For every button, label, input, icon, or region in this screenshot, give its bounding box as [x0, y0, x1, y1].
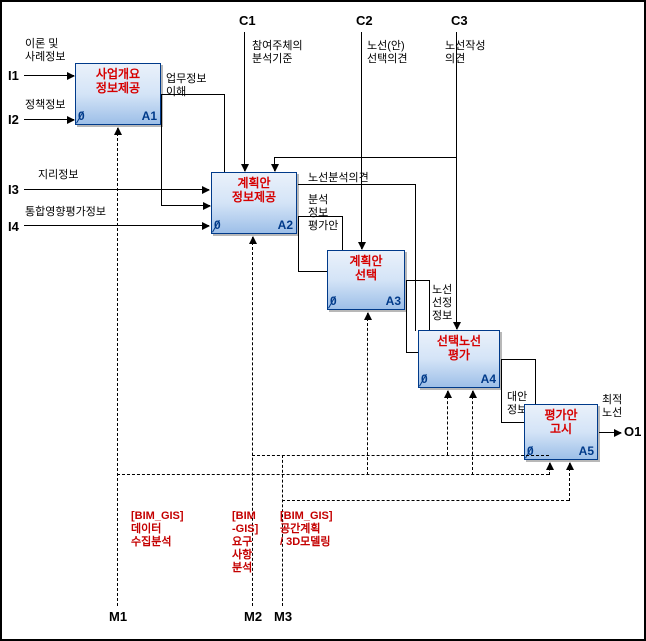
input-I2-code: I2 — [8, 113, 19, 126]
edge-A4-h — [501, 359, 536, 360]
edge-A3-label: 노선 선정 정보 — [432, 284, 452, 323]
arrow-O1 — [599, 432, 621, 433]
node-A3: 계획안 선택 0 A3 — [327, 250, 405, 310]
node-A4-id: A4 — [481, 372, 496, 386]
dash-up-A5b — [569, 463, 570, 501]
dash-h-low2 — [252, 455, 549, 456]
output-O1-code: O1 — [624, 425, 641, 438]
control-C2-label: 노선(안) 선택의견 — [367, 40, 407, 66]
mech-M2-label: [BIM -GIS] 요구 사항 분석 — [232, 510, 258, 575]
dash-up-A4b — [472, 391, 473, 475]
mech-M2-code: M2 — [244, 610, 262, 623]
edge-A1-label: 업무정보 이해 — [166, 73, 206, 99]
edge-A1-h — [162, 94, 224, 95]
node-A3-id: A3 — [386, 294, 401, 308]
control-C1-label: 참여주체의 분석기준 — [252, 40, 303, 66]
input-I1-label: 이론 및 사례정보 — [25, 38, 65, 64]
node-A2-title: 계획안 정보제공 — [212, 176, 296, 204]
rail-M1 — [117, 128, 118, 606]
edge-A1-v2 — [161, 94, 162, 206]
control-C3-label: 노선작성 의견 — [445, 40, 485, 66]
node-A4: 선택노선 평가 0 A4 — [418, 330, 500, 388]
node-A1-title: 사업개요 정보제공 — [76, 67, 160, 95]
node-A5-id: A5 — [579, 444, 594, 458]
control-C3-code: C3 — [451, 14, 468, 27]
dash-up-A4a — [447, 391, 448, 455]
dash-up-A3 — [367, 313, 368, 475]
arrow-I2 — [24, 119, 74, 120]
node-A3-bl: 0 — [330, 294, 337, 308]
output-O1-label: 최적 노선 — [602, 394, 622, 420]
control-C1-code: C1 — [239, 14, 256, 27]
input-I4-label: 통합영향평가정보 — [25, 206, 106, 219]
edge-A3-h — [406, 280, 430, 281]
input-I3-label: 지리정보 — [38, 169, 78, 182]
edge-A2-side-label: 분석 정보 평가안 — [308, 194, 338, 233]
dash-h-low1 — [117, 474, 549, 475]
control-C2-code: C2 — [356, 14, 373, 27]
edge-A2-v1 — [415, 184, 416, 331]
edge-A3-vb — [406, 280, 407, 353]
input-I2-label: 정책정보 — [25, 99, 65, 112]
mech-M3-label: [BIM_GIS] 공간계획 / 3D모델링 — [280, 510, 333, 549]
node-A3-title: 계획안 선택 — [328, 254, 404, 282]
diagram-frame: C1 참여주체의 분석기준 C2 노선(안) 선택의견 C3 노선작성 의견 이… — [0, 0, 646, 641]
node-A2: 계획안 정보제공 0 A2 — [211, 172, 297, 234]
edge-A2-v2b — [298, 216, 299, 272]
arrow-C3 — [456, 32, 457, 329]
mech-M1-label: [BIM_GIS] 데이터 수집분석 — [131, 510, 184, 549]
c3-branch-v — [274, 157, 275, 171]
node-A2-bl: 0 — [214, 218, 221, 232]
node-A1-bl: 0 — [78, 109, 85, 123]
input-I3-code: I3 — [8, 183, 19, 196]
arrow-C1 — [244, 32, 245, 171]
node-A4-bl: 0 — [421, 372, 428, 386]
arrow-I1 — [24, 75, 74, 76]
node-A2-id: A2 — [278, 218, 293, 232]
node-A1: 사업개요 정보제공 0 A1 — [75, 63, 161, 125]
dash-up-A5a — [549, 463, 550, 475]
edge-A4-vb — [501, 359, 502, 423]
mech-M3-code: M3 — [274, 610, 292, 623]
edge-A2-h2 — [298, 216, 342, 217]
edge-A2-h1 — [298, 184, 416, 185]
node-A5: 평가안 고시 0 A5 — [524, 404, 598, 460]
input-I4-code: I4 — [8, 220, 19, 233]
node-A4-title: 선택노선 평가 — [419, 334, 499, 362]
edge-A1-v — [224, 94, 225, 172]
node-A1-id: A1 — [142, 109, 157, 123]
input-I1-code: I1 — [8, 69, 19, 82]
edge-A1-into-A2 — [161, 205, 210, 206]
mech-M1-code: M1 — [109, 610, 127, 623]
arrow-C2 — [361, 32, 362, 249]
c3-branch-h — [274, 157, 457, 158]
dash-h-low3 — [282, 500, 569, 501]
node-A5-title: 평가안 고시 — [525, 408, 597, 436]
